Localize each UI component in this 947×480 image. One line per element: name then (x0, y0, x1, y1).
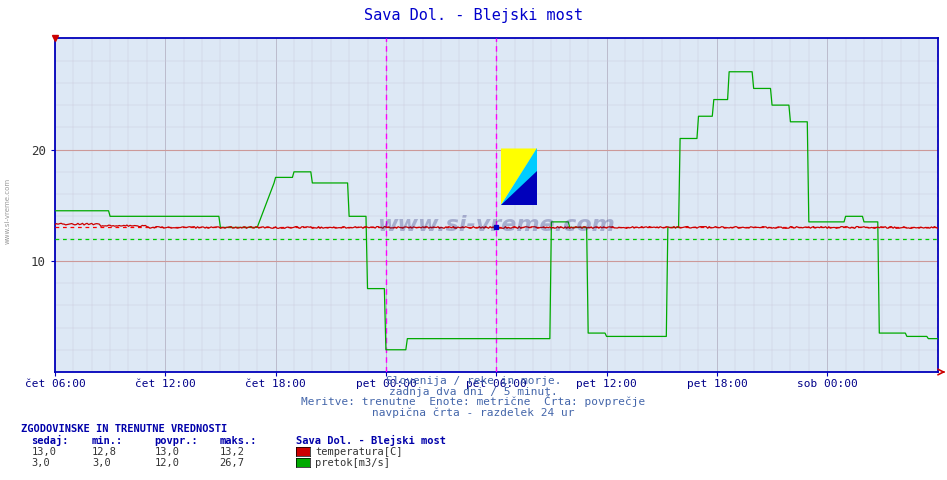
Text: navpična črta - razdelek 24 ur: navpična črta - razdelek 24 ur (372, 407, 575, 418)
Polygon shape (501, 148, 537, 205)
Text: Slovenija / reke in morje.: Slovenija / reke in morje. (385, 376, 562, 386)
Text: Sava Dol. - Blejski most: Sava Dol. - Blejski most (296, 435, 446, 446)
Text: 13,2: 13,2 (220, 446, 244, 456)
Text: 13,0: 13,0 (31, 446, 56, 456)
Text: Sava Dol. - Blejski most: Sava Dol. - Blejski most (364, 8, 583, 23)
Text: 12,8: 12,8 (92, 446, 116, 456)
Text: povpr.:: povpr.: (154, 436, 198, 446)
Text: min.:: min.: (92, 436, 123, 446)
Text: pretok[m3/s]: pretok[m3/s] (315, 457, 390, 468)
Text: www.si-vreme.com: www.si-vreme.com (377, 215, 616, 235)
Text: 3,0: 3,0 (31, 457, 50, 468)
Text: sedaj:: sedaj: (31, 435, 69, 446)
Text: zadnja dva dni / 5 minut.: zadnja dva dni / 5 minut. (389, 386, 558, 396)
Text: Meritve: trenutne  Enote: metrične  Črta: povprečje: Meritve: trenutne Enote: metrične Črta: … (301, 395, 646, 407)
Text: 13,0: 13,0 (154, 446, 179, 456)
Text: www.si-vreme.com: www.si-vreme.com (5, 178, 10, 244)
Text: 12,0: 12,0 (154, 457, 179, 468)
Polygon shape (501, 148, 537, 205)
Text: ZGODOVINSKE IN TRENUTNE VREDNOSTI: ZGODOVINSKE IN TRENUTNE VREDNOSTI (21, 424, 227, 434)
Text: 3,0: 3,0 (92, 457, 111, 468)
Text: 26,7: 26,7 (220, 457, 244, 468)
Polygon shape (501, 171, 537, 205)
Text: maks.:: maks.: (220, 436, 258, 446)
Text: temperatura[C]: temperatura[C] (315, 446, 402, 456)
